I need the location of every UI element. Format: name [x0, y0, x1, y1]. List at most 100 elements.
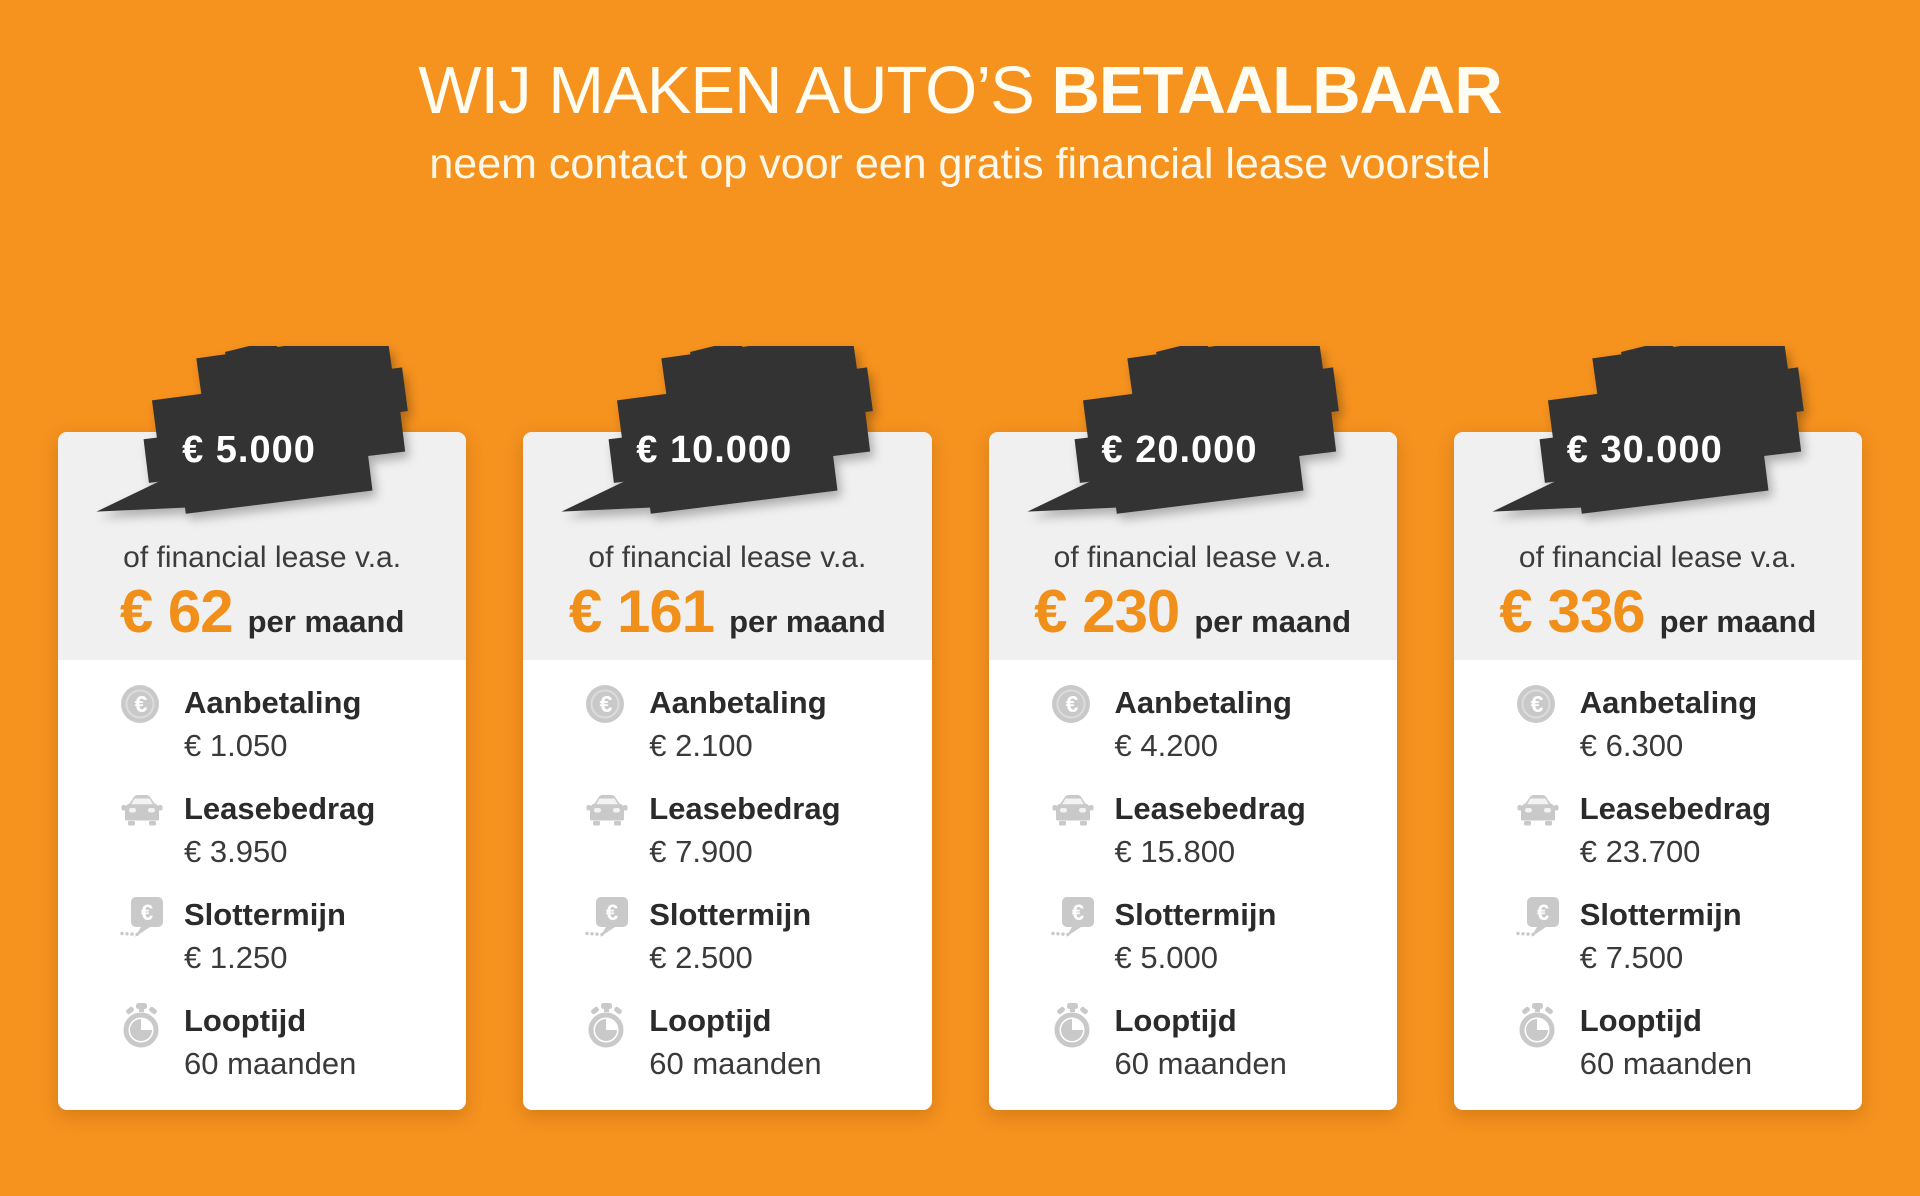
price-badge-label: € 20.000	[1101, 429, 1258, 471]
lease-intro: of financial lease v.a.	[1053, 541, 1332, 574]
lease-intro: of financial lease v.a.	[588, 541, 867, 574]
lease-card-10000: € 10.000 of financial lease v.a. € 161 p…	[523, 432, 932, 1110]
euro-coin-icon	[585, 684, 649, 729]
header: WIJ MAKEN AUTO’S BETAALBAAR neem contact…	[0, 0, 1920, 191]
page-subtitle: neem contact op voor een gratis financia…	[429, 140, 1491, 189]
monthly-suffix: per maand	[1194, 604, 1352, 639]
card-details: Aanbetaling € 6.300 Leasebedrag € 23.700 S…	[1454, 660, 1862, 1110]
monthly-amount: € 62	[119, 578, 234, 645]
detail-row: Leasebedrag € 7.900	[585, 790, 915, 870]
monthly-price: € 230 per maand	[1034, 580, 1351, 644]
detail-row: Looptijd 60 maanden	[585, 1002, 915, 1082]
promo-banner: WIJ MAKEN AUTO’S BETAALBAAR neem contact…	[0, 0, 1920, 1110]
car-icon	[120, 790, 184, 831]
detail-value: 60 maanden	[184, 1046, 357, 1081]
detail-label: Looptijd	[1579, 1003, 1702, 1038]
stopwatch-icon	[1051, 1002, 1115, 1053]
detail-value: 60 maanden	[649, 1046, 822, 1081]
lease-card-5000: € 5.000 of financial lease v.a. € 62 per…	[58, 432, 467, 1110]
detail-value: € 7.900	[649, 834, 753, 869]
lease-intro: of financial lease v.a.	[1518, 541, 1797, 574]
euro-coin-icon	[1515, 684, 1580, 729]
stopwatch-icon	[120, 1002, 184, 1053]
speech-bubble-euro-icon	[585, 896, 649, 942]
detail-row: Aanbetaling € 4.200	[1050, 684, 1381, 764]
detail-label: Aanbetaling	[184, 685, 362, 720]
detail-label: Slottermijn	[1114, 897, 1277, 932]
stopwatch-icon	[585, 1002, 649, 1053]
euro-coin-icon	[1050, 684, 1115, 729]
detail-value: € 1.050	[184, 728, 288, 763]
monthly-amount: € 230	[1034, 578, 1180, 645]
detail-label: Leasebedrag	[1114, 791, 1306, 826]
speech-bubble-euro-icon	[1516, 896, 1580, 942]
detail-label: Aanbetaling	[1114, 685, 1292, 720]
lease-card-20000: € 20.000 of financial lease v.a. € 230 p…	[988, 432, 1397, 1110]
detail-label: Looptijd	[184, 1003, 307, 1038]
detail-value: 60 maanden	[1579, 1046, 1753, 1081]
detail-label: Looptijd	[1114, 1003, 1237, 1038]
detail-label: Slottermijn	[184, 897, 346, 932]
detail-row: Looptijd 60 maanden	[120, 1002, 450, 1082]
page-title: WIJ MAKEN AUTO’S BETAALBAAR	[0, 52, 1920, 129]
price-badge: € 30.000	[1480, 346, 1810, 516]
detail-value: € 4.200	[1114, 728, 1218, 763]
lease-cards: € 5.000 of financial lease v.a. € 62 per…	[58, 432, 1862, 1110]
detail-row: Leasebedrag € 23.700	[1516, 790, 1846, 870]
title-regular: WIJ MAKEN AUTO’S	[418, 53, 1052, 128]
detail-row: Slottermijn € 2.500	[585, 896, 915, 976]
detail-label: Leasebedrag	[649, 791, 841, 826]
detail-row: Leasebedrag € 3.950	[120, 790, 450, 870]
card-details: Aanbetaling € 2.100 Leasebedrag € 7.900 Sl…	[523, 660, 931, 1110]
monthly-price: € 336 per maand	[1499, 580, 1816, 644]
detail-label: Leasebedrag	[1579, 791, 1772, 826]
card-details: Aanbetaling € 1.050 Leasebedrag € 3.950 Sl…	[58, 660, 466, 1110]
detail-row: Leasebedrag € 15.800	[1051, 790, 1381, 870]
detail-value: € 2.500	[649, 940, 753, 975]
price-badge-label: € 10.000	[636, 429, 793, 471]
monthly-suffix: per maand	[247, 604, 405, 639]
title-bold: BETAALBAAR	[1051, 53, 1502, 128]
price-badge-label: € 5.000	[182, 429, 316, 471]
lease-intro: of financial lease v.a.	[123, 541, 402, 574]
price-badge: € 20.000	[1015, 346, 1345, 516]
detail-label: Looptijd	[649, 1003, 772, 1038]
car-icon	[585, 790, 649, 831]
euro-coin-icon	[120, 684, 184, 729]
detail-value: € 5.000	[1114, 940, 1218, 975]
detail-value: € 6.300	[1579, 728, 1684, 763]
detail-label: Slottermijn	[1579, 897, 1742, 932]
price-badge: € 10.000	[549, 346, 879, 516]
price-badge-label: € 30.000	[1566, 429, 1723, 471]
detail-value: € 3.950	[184, 834, 288, 869]
detail-row: Slottermijn € 1.250	[120, 896, 450, 976]
price-badge: € 5.000	[84, 346, 414, 516]
monthly-suffix: per maand	[729, 604, 886, 639]
speech-bubble-euro-icon	[1050, 896, 1115, 942]
detail-row: Aanbetaling € 2.100	[585, 684, 915, 764]
detail-value: € 23.700	[1579, 834, 1701, 869]
car-icon	[1516, 790, 1580, 831]
car-icon	[1051, 790, 1115, 831]
detail-row: Looptijd 60 maanden	[1516, 1002, 1846, 1082]
monthly-amount: € 336	[1499, 578, 1645, 645]
detail-value: € 2.100	[649, 728, 753, 763]
detail-row: Slottermijn € 7.500	[1516, 896, 1846, 976]
stopwatch-icon	[1516, 1002, 1580, 1053]
detail-label: Leasebedrag	[184, 791, 376, 826]
detail-row: Aanbetaling € 1.050	[120, 684, 450, 764]
card-details: Aanbetaling € 4.200 Leasebedrag € 15.800 S…	[989, 660, 1397, 1110]
detail-value: € 15.800	[1114, 834, 1236, 869]
detail-row: Slottermijn € 5.000	[1050, 896, 1381, 976]
detail-label: Aanbetaling	[649, 685, 827, 720]
detail-label: Aanbetaling	[1579, 685, 1758, 720]
detail-row: Aanbetaling € 6.300	[1515, 684, 1846, 764]
monthly-price: € 161 per maand	[569, 580, 886, 644]
speech-bubble-euro-icon	[120, 896, 184, 942]
lease-card-30000: € 30.000 of financial lease v.a. € 336 p…	[1453, 432, 1862, 1110]
monthly-price: € 62 per maand	[120, 580, 405, 644]
detail-label: Slottermijn	[649, 897, 812, 932]
detail-value: 60 maanden	[1114, 1046, 1287, 1081]
monthly-suffix: per maand	[1659, 604, 1817, 639]
detail-value: € 7.500	[1579, 940, 1684, 975]
